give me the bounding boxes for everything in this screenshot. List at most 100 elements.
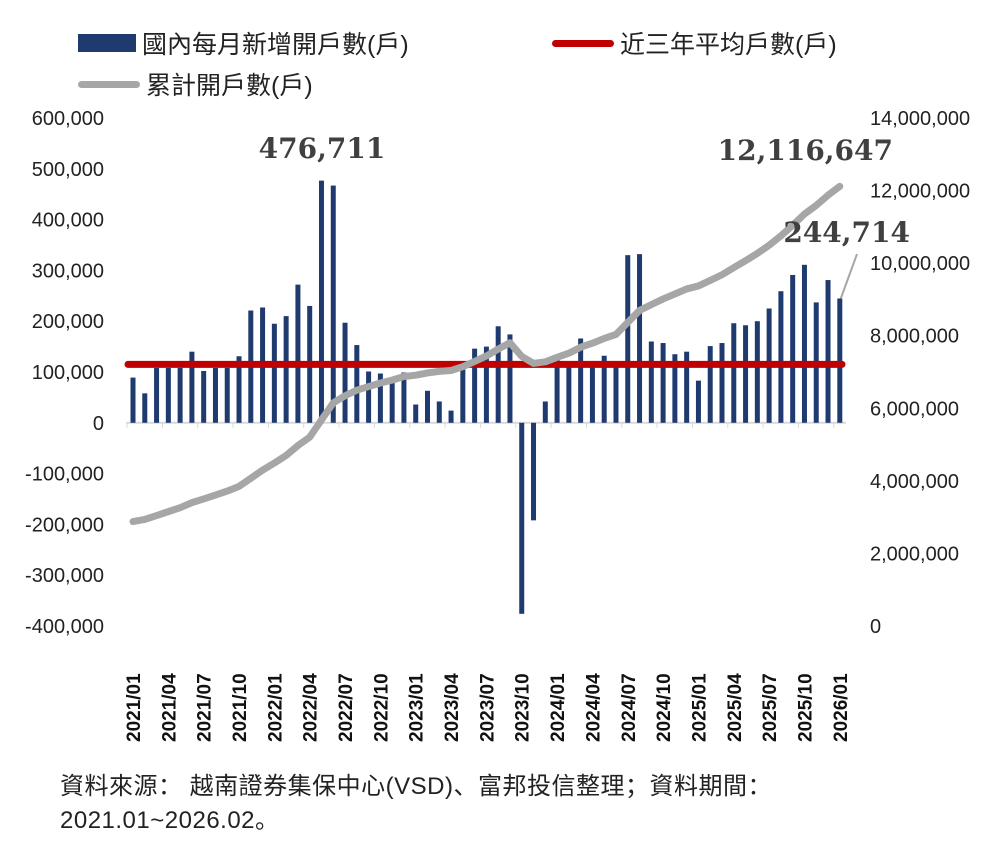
legend-label: 累計開戶數(戶) [146, 72, 313, 100]
bar [790, 274, 796, 423]
bar [648, 341, 654, 423]
y-right-tick-label: 14,000,000 [870, 108, 970, 130]
bar [436, 401, 442, 423]
y-right-tick-label: 4,000,000 [870, 471, 959, 493]
legend-label: 近三年平均戶數(戶) [620, 31, 837, 59]
annotation-cumulative: 12,116,647 [718, 134, 893, 167]
bar [342, 322, 348, 423]
bar [495, 326, 501, 423]
period-note: 2021.01~2026.02。 [60, 807, 280, 834]
bar [578, 338, 584, 423]
bar [189, 351, 195, 423]
bar [801, 264, 807, 423]
bar [695, 380, 701, 423]
bar [613, 366, 619, 423]
y-right-tick-label: 2,000,000 [870, 543, 959, 565]
x-tick-label: 2023/01 [407, 673, 428, 742]
y-left-tick-label: -400,000 [25, 616, 104, 638]
bar [483, 346, 489, 423]
bar [354, 345, 360, 423]
x-tick-label: 2025/07 [760, 673, 781, 742]
legend-swatch-bar [78, 34, 136, 52]
bar [165, 367, 171, 423]
bar [743, 325, 749, 423]
y-right-tick-label: 8,000,000 [870, 326, 959, 348]
bar [531, 422, 537, 521]
y-left-tick-label: 200,000 [32, 311, 104, 333]
bar [401, 372, 407, 423]
bar [413, 404, 419, 423]
bar [754, 321, 760, 423]
y-left-tick-label: 500,000 [32, 159, 104, 181]
bar [542, 401, 548, 423]
x-tick-label: 2025/01 [689, 673, 710, 742]
bar [637, 254, 643, 423]
legend-item-average: 近三年平均戶數(戶) [552, 25, 837, 61]
x-tick-label: 2026/01 [831, 673, 852, 742]
bar [825, 280, 831, 423]
annotation-latest: 244,714 [783, 216, 910, 249]
y-left-tick-label: -100,000 [25, 464, 104, 486]
x-tick-label: 2021/04 [159, 673, 180, 742]
x-tick-label: 2021/10 [230, 673, 251, 742]
bar [472, 348, 478, 423]
x-tick-label: 2022/07 [336, 673, 357, 742]
bar [566, 365, 572, 423]
x-tick-label: 2022/10 [371, 673, 392, 742]
x-tick-label: 2024/10 [654, 673, 675, 742]
x-tick-label: 2023/04 [442, 673, 463, 742]
legend-item-monthly: 國內每月新增開戶數(戶) [78, 25, 409, 61]
bar [212, 367, 218, 423]
bar [389, 381, 395, 423]
bar [778, 291, 784, 423]
x-tick-label: 2023/10 [513, 673, 534, 742]
y-left-tick-label: -300,000 [25, 565, 104, 587]
x-tick-label: 2021/07 [195, 673, 216, 742]
x-tick-label: 2024/07 [619, 673, 640, 742]
bar [660, 343, 666, 423]
bar [177, 367, 183, 423]
bar [366, 371, 372, 423]
bar [837, 298, 843, 423]
bar [519, 422, 525, 614]
bar [201, 370, 207, 423]
bar [625, 255, 631, 423]
y-left-tick-label: 600,000 [32, 108, 104, 130]
bar [554, 359, 560, 423]
legend-swatch-line [78, 80, 140, 88]
bar [425, 390, 430, 423]
bar [318, 180, 324, 423]
y-right-tick-label: 10,000,000 [870, 253, 970, 275]
x-tick-label: 2022/04 [301, 673, 322, 742]
bar [507, 334, 513, 423]
annotation-leader-line [839, 253, 858, 299]
bar [589, 366, 595, 423]
y-right-tick-label: 0 [870, 616, 881, 638]
legend-label: 國內每月新增開戶數(戶) [142, 31, 409, 59]
x-tick-label: 2025/10 [795, 673, 816, 742]
bar [271, 323, 277, 423]
bar [601, 355, 607, 423]
x-tick-label: 2021/01 [124, 673, 145, 742]
y-left-tick-label: 300,000 [32, 260, 104, 282]
cumulative-line [129, 182, 844, 526]
y-right-tick-label: 12,000,000 [870, 181, 970, 203]
y-left-tick-label: 0 [93, 413, 104, 435]
bar [719, 343, 725, 423]
y-left-tick-label: 400,000 [32, 210, 104, 232]
bar [330, 185, 336, 423]
bar [130, 377, 136, 423]
bar [684, 351, 690, 423]
y-left-tick-label: -200,000 [25, 514, 104, 536]
bar [672, 354, 678, 423]
source-note: 資料來源： 越南證券集保中心(VSD)、富邦投信整理；資料期間： [60, 773, 772, 800]
bar [295, 284, 301, 423]
bar [377, 373, 383, 423]
x-tick-label: 2024/01 [548, 673, 569, 742]
bar [154, 367, 160, 423]
bar [283, 316, 289, 423]
bar [142, 393, 148, 423]
bar [460, 369, 466, 423]
legend-item-cumulative: 累計開戶數(戶) [78, 66, 313, 102]
